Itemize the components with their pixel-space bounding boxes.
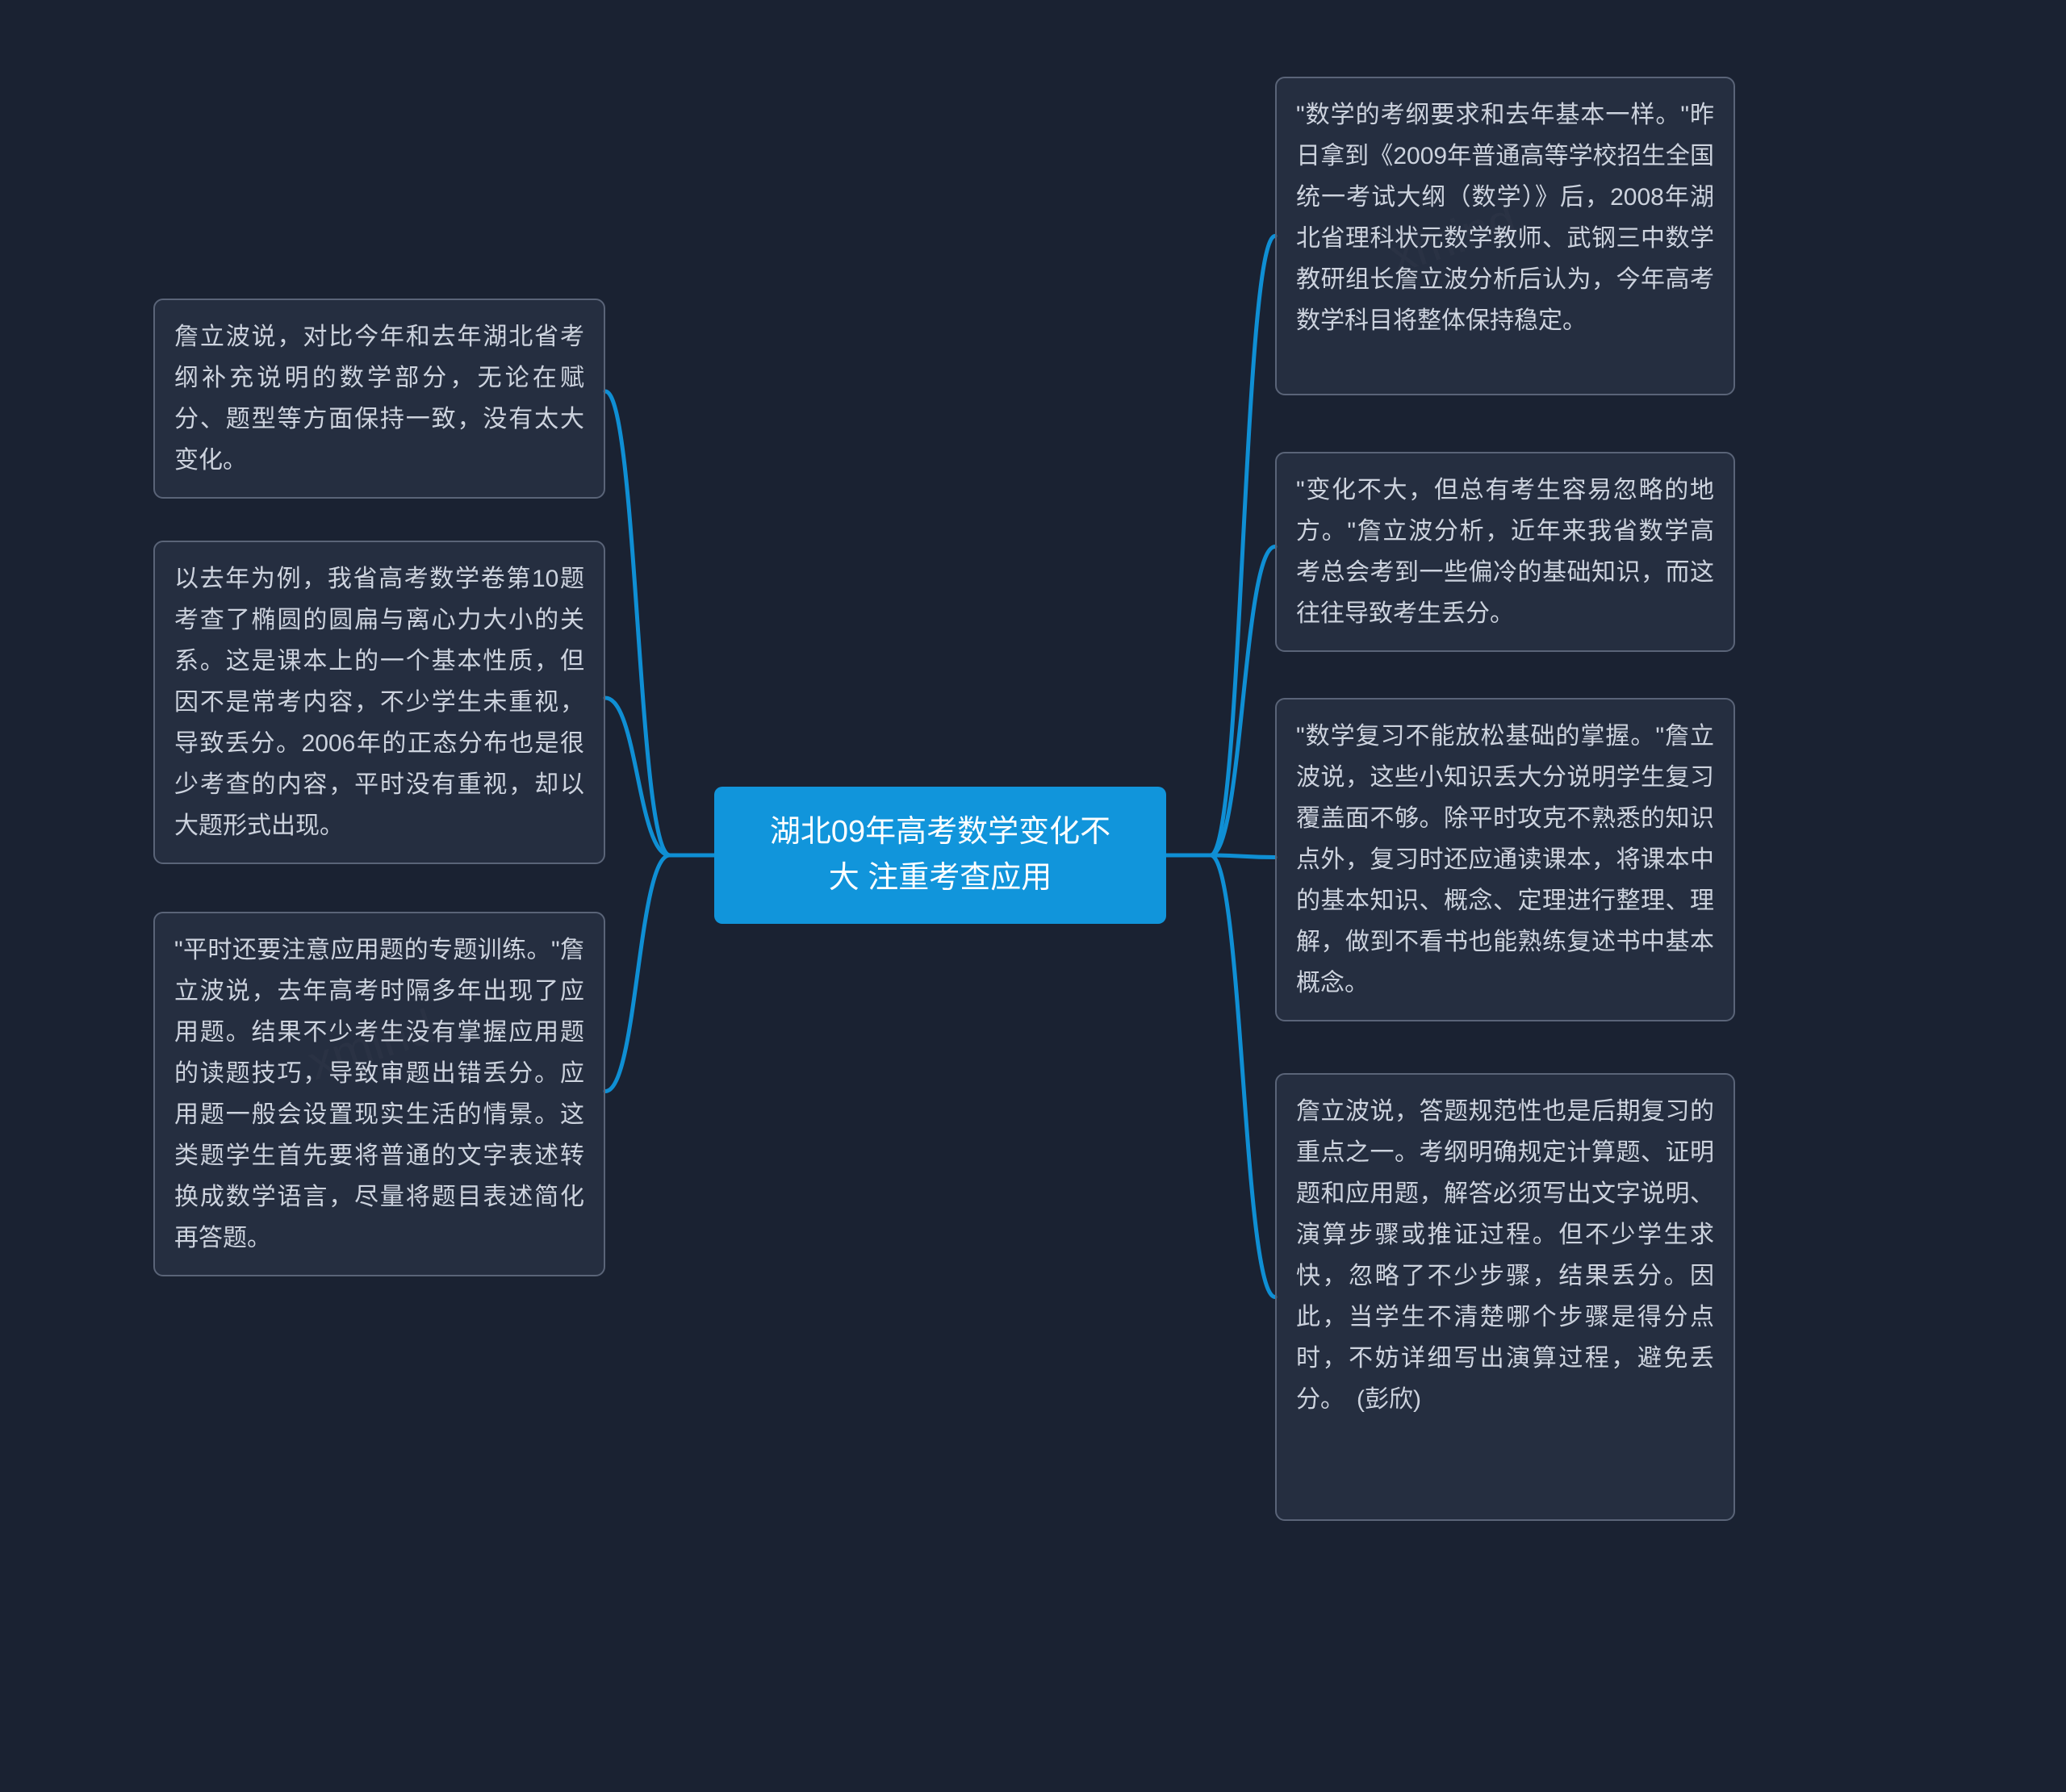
right-node-4-text: 詹立波说，答题规范性也是后期复习的重点之一。考纲明确规定计算题、证明题和应用题，… <box>1296 1098 1714 1413</box>
right-node-1[interactable]: "数学的考纲要求和去年基本一样。"昨日拿到《2009年普通高等学校招生全国统一考… <box>1275 77 1735 395</box>
left-node-3-text: "平时还要注意应用题的专题训练。"詹立波说，去年高考时隔多年出现了应用题。结果不… <box>174 937 584 1251</box>
left-node-1-text: 詹立波说，对比今年和去年湖北省考纲补充说明的数学部分，无论在赋分、题型等方面保持… <box>174 324 584 474</box>
left-node-2-text: 以去年为例，我省高考数学卷第10题考查了椭圆的圆扁与离心力大小的关系。这是课本上… <box>174 566 584 839</box>
right-node-2[interactable]: "变化不大，但总有考生容易忽略的地方。"詹立波分析，近年来我省数学高考总会考到一… <box>1275 452 1735 652</box>
center-line1: 湖北09年高考数学变化不 <box>770 815 1110 849</box>
center-line2: 大 注重考查应用 <box>829 861 1052 895</box>
left-node-2[interactable]: 以去年为例，我省高考数学卷第10题考查了椭圆的圆扁与离心力大小的关系。这是课本上… <box>153 541 605 864</box>
right-node-2-text: "变化不大，但总有考生容易忽略的地方。"詹立波分析，近年来我省数学高考总会考到一… <box>1296 477 1714 627</box>
left-node-1[interactable]: 詹立波说，对比今年和去年湖北省考纲补充说明的数学部分，无论在赋分、题型等方面保持… <box>153 299 605 499</box>
right-node-4[interactable]: 詹立波说，答题规范性也是后期复习的重点之一。考纲明确规定计算题、证明题和应用题，… <box>1275 1073 1735 1521</box>
right-node-1-text: "数学的考纲要求和去年基本一样。"昨日拿到《2009年普通高等学校招生全国统一考… <box>1296 102 1714 334</box>
left-node-3[interactable]: "平时还要注意应用题的专题训练。"詹立波说，去年高考时隔多年出现了应用题。结果不… <box>153 912 605 1276</box>
right-node-3-text: "数学复习不能放松基础的掌握。"詹立波说，这些小知识丢大分说明学生复习覆盖面不够… <box>1296 723 1714 996</box>
center-topic[interactable]: 湖北09年高考数学变化不 大 注重考查应用 <box>714 787 1166 924</box>
right-node-3[interactable]: "数学复习不能放松基础的掌握。"詹立波说，这些小知识丢大分说明学生复习覆盖面不够… <box>1275 698 1735 1021</box>
